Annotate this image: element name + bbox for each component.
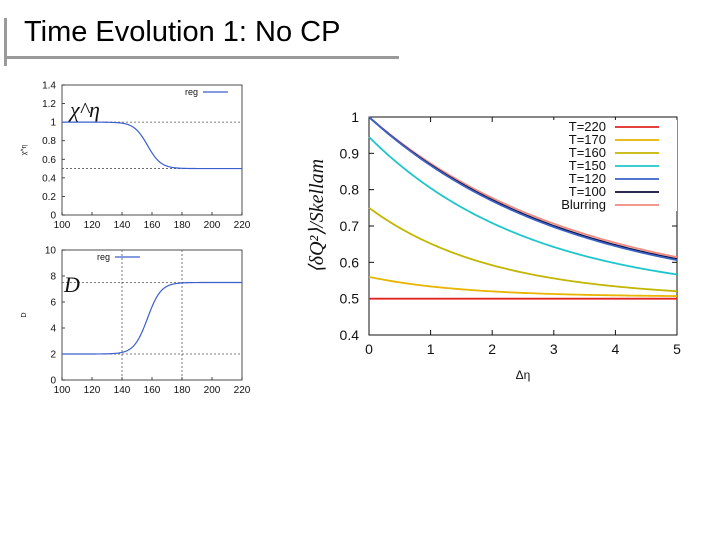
balance-legend-label-1: T=170 [569,132,606,147]
chi-x-axis-label: T [150,234,155,235]
balance-y-tick-label-0: 0.4 [340,327,360,343]
balance-legend-label-2: T=160 [569,145,606,160]
balance-legend-label-5: T=100 [569,184,606,199]
balance-legend-bg-0 [547,120,677,133]
diffusion-x-axis-label: T [150,399,155,400]
balance-y-tick-label-2: 0.6 [340,254,360,270]
diffusion-x-tick-label-5: 200 [204,385,221,396]
balance-legend-label-3: T=150 [569,158,606,173]
title-bar: Time Evolution 1: No CP [4,10,399,66]
balance-y-axis-label: ⟨δQ²⟩/Skellam [306,159,328,273]
balance-legend-bg-2 [547,146,677,159]
balance-series-T=150 [368,136,678,276]
chi-x-tick-label-2: 140 [114,220,131,231]
balance-x-tick-label-1: 1 [427,341,435,357]
balance-series-T=160 [368,207,678,293]
balance-x-tick-label-0: 0 [365,341,373,357]
diffusion-legend-label: reg [97,252,110,262]
chi-overlay-label: χ^η [68,97,100,122]
diffusion-x-tick-label-6: 220 [234,385,250,396]
balance-x-axis-label: Δη [516,368,531,382]
balance-series-Blurring [368,116,678,258]
chi-x-tick-label-1: 120 [84,220,101,231]
diffusion-y-tick-label-4: 8 [50,272,56,283]
chi-y-tick-label-7: 1.4 [42,81,56,92]
diffusion-y-tick-label-5: 10 [45,246,57,257]
diffusion-x-tick-label-2: 140 [114,385,131,396]
balance-legend-bg-5 [547,185,677,198]
diffusion-y-tick-label-1: 2 [50,350,56,361]
balance-y-tick-label-5: 0.9 [340,145,360,161]
diffusion-x-tick-label-0: 100 [54,385,71,396]
balance-y-tick-label-6: 1 [351,109,359,125]
chi-y-axis-label: χ^η [21,144,28,155]
diffusion-y-tick-label-3: 6 [50,298,56,309]
chi-y-tick-label-6: 1.2 [42,99,56,110]
balance-y-tick-label-4: 0.8 [340,182,360,198]
chi-y-tick-label-2: 0.4 [42,173,56,184]
page-title: Time Evolution 1: No CP [24,16,341,48]
chi-y-tick-label-5: 1 [50,118,56,129]
diffusion-y-tick-label-0: 0 [50,376,56,387]
balance-function-chart: 0 1 2 3 4 5 0.4 0.5 0.6 0.7 0.8 0.9 1 T=220T=170T=160… [306,109,681,382]
diffusion-series-reg [62,281,242,355]
chi-legend-label: reg [185,87,198,97]
balance-legend-bg-4 [547,172,677,185]
balance-legend-bg-6 [547,198,677,211]
balance-legend-label-4: T=120 [569,171,606,186]
balance-series-T=120 [368,116,678,261]
chi-y-tick-label-3: 0.6 [42,155,56,166]
balance-y-tick-label-1: 0.5 [340,291,360,307]
title-accent-left [4,18,7,66]
balance-x-tick-label-2: 2 [488,341,496,357]
chi-series-reg [62,121,242,170]
title-underline [4,56,399,59]
chi-eta-chart: 100 120 140 160 180 200 220 0 0.2 0.4 0.6 0.8 1 1.2 1.… [21,81,250,236]
chi-y-tick-label-4: 0.8 [42,136,56,147]
chi-x-tick-label-4: 180 [174,220,191,231]
chi-x-tick-label-5: 200 [204,220,221,231]
diffusion-plot-frame [61,249,243,381]
chi-plot-frame [61,84,243,216]
diffusion-x-tick-label-3: 160 [144,385,161,396]
balance-legend-label-6: Blurring [561,197,606,212]
balance-legend-bg-1 [547,133,677,146]
chi-x-tick-label-0: 100 [54,220,71,231]
balance-x-tick-label-3: 3 [550,341,558,357]
balance-series-T=170 [368,275,678,297]
chi-y-tick-label-1: 0.2 [42,192,56,203]
diffusion-x-tick-label-4: 180 [174,385,191,396]
diffusion-y-axis-label: D [21,312,28,317]
balance-legend-label-0: T=220 [569,119,606,134]
chi-x-tick-label-3: 160 [144,220,161,231]
chi-x-tick-label-6: 220 [234,220,250,231]
diffusion-overlay-label: D [63,272,80,297]
diffusion-x-tick-label-1: 120 [84,385,101,396]
balance-x-tick-label-5: 5 [673,341,681,357]
balance-y-tick-label-3: 0.7 [340,218,360,234]
diffusion-y-tick-label-2: 4 [50,324,56,335]
diffusion-chart: 100 120 140 160 180 200 220 0 2 4 6 8 10 reg T D D [21,246,250,401]
chi-y-tick-label-0: 0 [50,211,56,222]
balance-x-tick-label-4: 4 [612,341,620,357]
balance-legend-bg-3 [547,159,677,172]
